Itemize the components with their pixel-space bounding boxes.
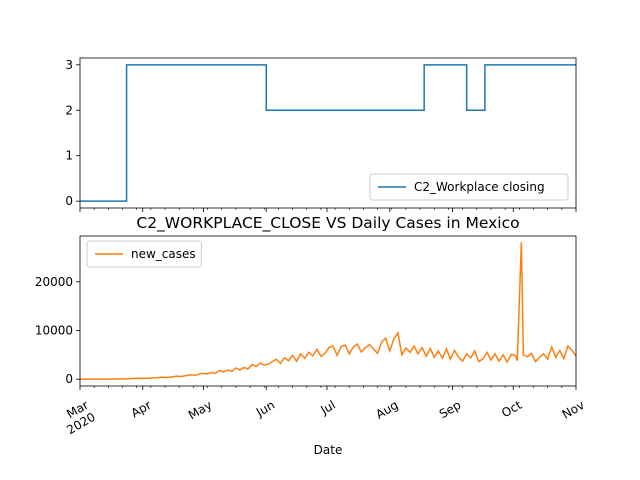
x-tick-label-line: Jun: [253, 398, 277, 420]
plot-frame: [79, 57, 577, 209]
legend-box: [369, 173, 569, 201]
daily-cases-axes: Mar2020 Apr May Jun Jul Aug Sep Oct Nov 0 10000 200…: [35, 214, 587, 457]
workplace-closing-axes: 0 1 2 3 C2_Workplace closing: [65, 57, 577, 212]
x-tick-label-line: Apr: [129, 398, 154, 421]
y-tick-label: 10000: [35, 323, 73, 337]
x-tick-label: Sep: [437, 398, 464, 421]
x-tick-label-line: Oct: [499, 398, 524, 421]
legend-box: [86, 240, 202, 268]
legend: C2_Workplace closing: [369, 173, 569, 201]
workplace-closing-line: [80, 64, 576, 202]
x-tick-label-line: Nov: [560, 398, 587, 422]
x-tick-label: May: [186, 398, 214, 423]
x-tick-label-line: May: [186, 398, 214, 423]
x-tick-label: Oct: [499, 398, 524, 421]
y-tick-label: 20000: [35, 275, 73, 289]
x-axis-label: Date: [314, 443, 343, 457]
x-tick-label: Aug: [373, 398, 400, 422]
x-tick-label-line: Aug: [373, 398, 400, 422]
x-tick-label: Nov: [560, 398, 587, 422]
x-tick-label: Apr: [129, 398, 154, 421]
y-tick-label: 2: [65, 103, 73, 117]
y-tick-label: 3: [65, 58, 73, 72]
new-cases-line: [79, 242, 577, 380]
plot-frame: [79, 235, 577, 387]
y-tick-label: 0: [65, 194, 73, 208]
x-tick-label: Jun: [253, 398, 277, 420]
x-tick-label-line: Jul: [317, 398, 337, 418]
x-tick-label-line: Sep: [437, 398, 464, 421]
chart-title: C2_WORKPLACE_CLOSE VS Daily Cases in Mex…: [136, 214, 519, 233]
legend-label: C2_Workplace closing: [414, 180, 545, 194]
legend-label: new_cases: [131, 247, 196, 261]
y-tick-label: 0: [65, 372, 73, 386]
x-tick-label: Jul: [317, 398, 337, 418]
y-tick-label: 1: [65, 149, 73, 163]
legend: new_cases: [86, 240, 202, 268]
x-tick-label: Mar2020: [57, 398, 97, 437]
